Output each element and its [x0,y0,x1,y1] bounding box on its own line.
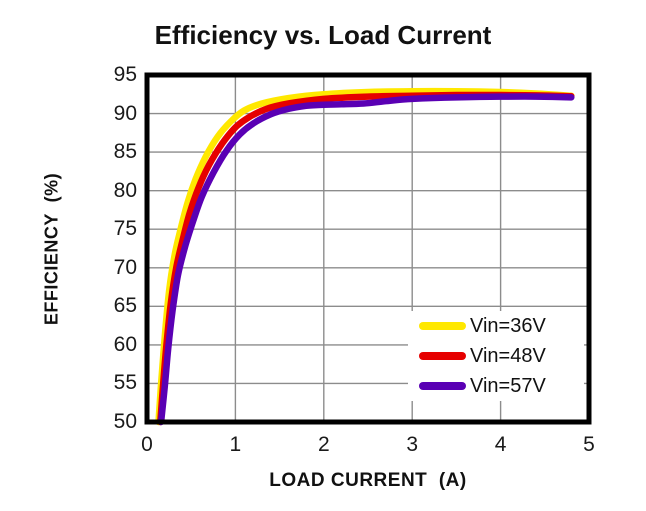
x-axis-title: LOAD CURRENT (A) [269,470,467,491]
y-tick-label-50: 50 [113,410,137,433]
legend-label: Vin=48V [470,344,546,367]
curve-vin-36v [155,87,575,426]
legend-swatch-purple-icon [419,382,466,390]
legend-label: Vin=36V [470,314,546,337]
y-tick-label-70: 70 [113,255,137,279]
data-series-curves [155,87,575,426]
x-tick-label-3: 3 [406,433,419,456]
legend-swatch-red-icon [419,352,466,360]
y-tick-label-65: 65 [113,294,137,318]
y-tick-label-85: 85 [113,140,137,164]
legend-entry-vin48: Vin=48V [408,342,584,370]
y-tick-label-75: 75 [113,217,137,241]
legend-swatch-yellow-icon [419,322,466,330]
y-tick-label-60: 60 [113,332,137,356]
chart-title: Efficiency vs. Load Current [154,20,492,50]
legend: Vin=36V Vin=48V Vin=57V [408,311,584,401]
curve-vin-57v [157,93,575,426]
y-tick-label-55: 55 [113,371,137,395]
plot-border [144,72,592,425]
legend-label: Vin=57V [470,374,546,397]
legend-entry-vin36: Vin=36V [408,312,584,340]
x-tick-label-2: 2 [317,433,330,456]
y-tick-label-90: 90 [113,101,137,125]
y-tick-label-80: 80 [113,178,137,202]
x-tick-label-0: 0 [141,433,153,456]
legend-entry-vin57: Vin=57V [408,372,584,400]
x-tick-label-5: 5 [583,433,595,456]
x-tick-label-4: 4 [494,433,507,456]
y-tick-label-95: 95 [113,63,137,86]
x-tick-label-1: 1 [229,433,242,456]
